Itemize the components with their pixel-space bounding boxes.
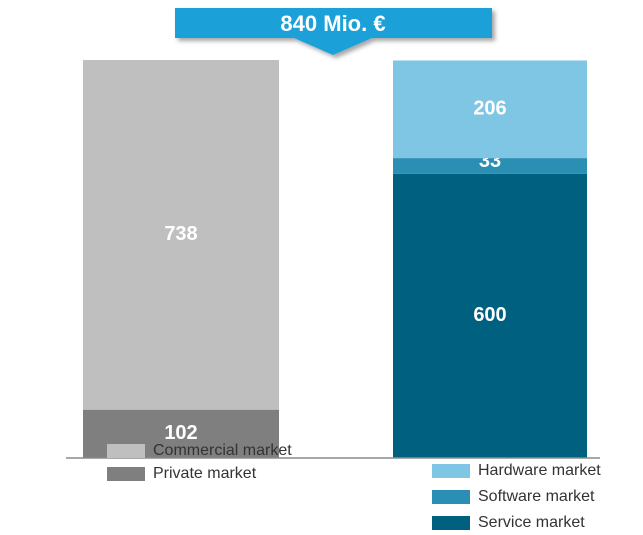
title-banner (175, 8, 492, 55)
legend-label: Service market (478, 514, 585, 531)
bar-segment (393, 158, 587, 174)
legend-label: Hardware market (478, 462, 601, 479)
data-label: 206 (473, 98, 506, 120)
legend-label: Commercial market (153, 442, 292, 459)
data-label: 102 (164, 422, 197, 444)
legend-label: Private market (153, 465, 257, 482)
chart-title: 840 Mio. € (280, 11, 385, 36)
bar-segment (393, 60, 587, 159)
legend-swatch (432, 516, 470, 530)
legend-swatch (432, 464, 470, 478)
bar-segment (83, 60, 279, 410)
data-label: 600 (473, 304, 506, 326)
legend-swatch (432, 490, 470, 504)
bar-segment (393, 173, 587, 458)
legend-label: Software market (478, 488, 595, 505)
data-label: 738 (164, 223, 197, 245)
legend-swatch (107, 467, 145, 481)
legend-swatch (107, 444, 145, 458)
